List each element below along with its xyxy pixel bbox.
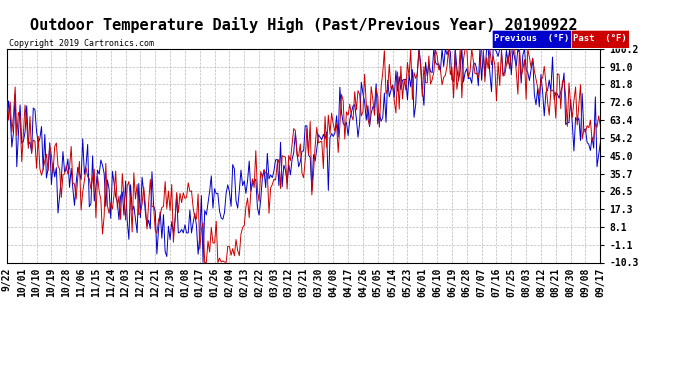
Text: Outdoor Temperature Daily High (Past/Previous Year) 20190922: Outdoor Temperature Daily High (Past/Pre… <box>30 17 578 33</box>
Text: Past  (°F): Past (°F) <box>573 34 627 44</box>
Text: Previous  (°F): Previous (°F) <box>494 34 569 44</box>
Text: Copyright 2019 Cartronics.com: Copyright 2019 Cartronics.com <box>9 39 154 48</box>
